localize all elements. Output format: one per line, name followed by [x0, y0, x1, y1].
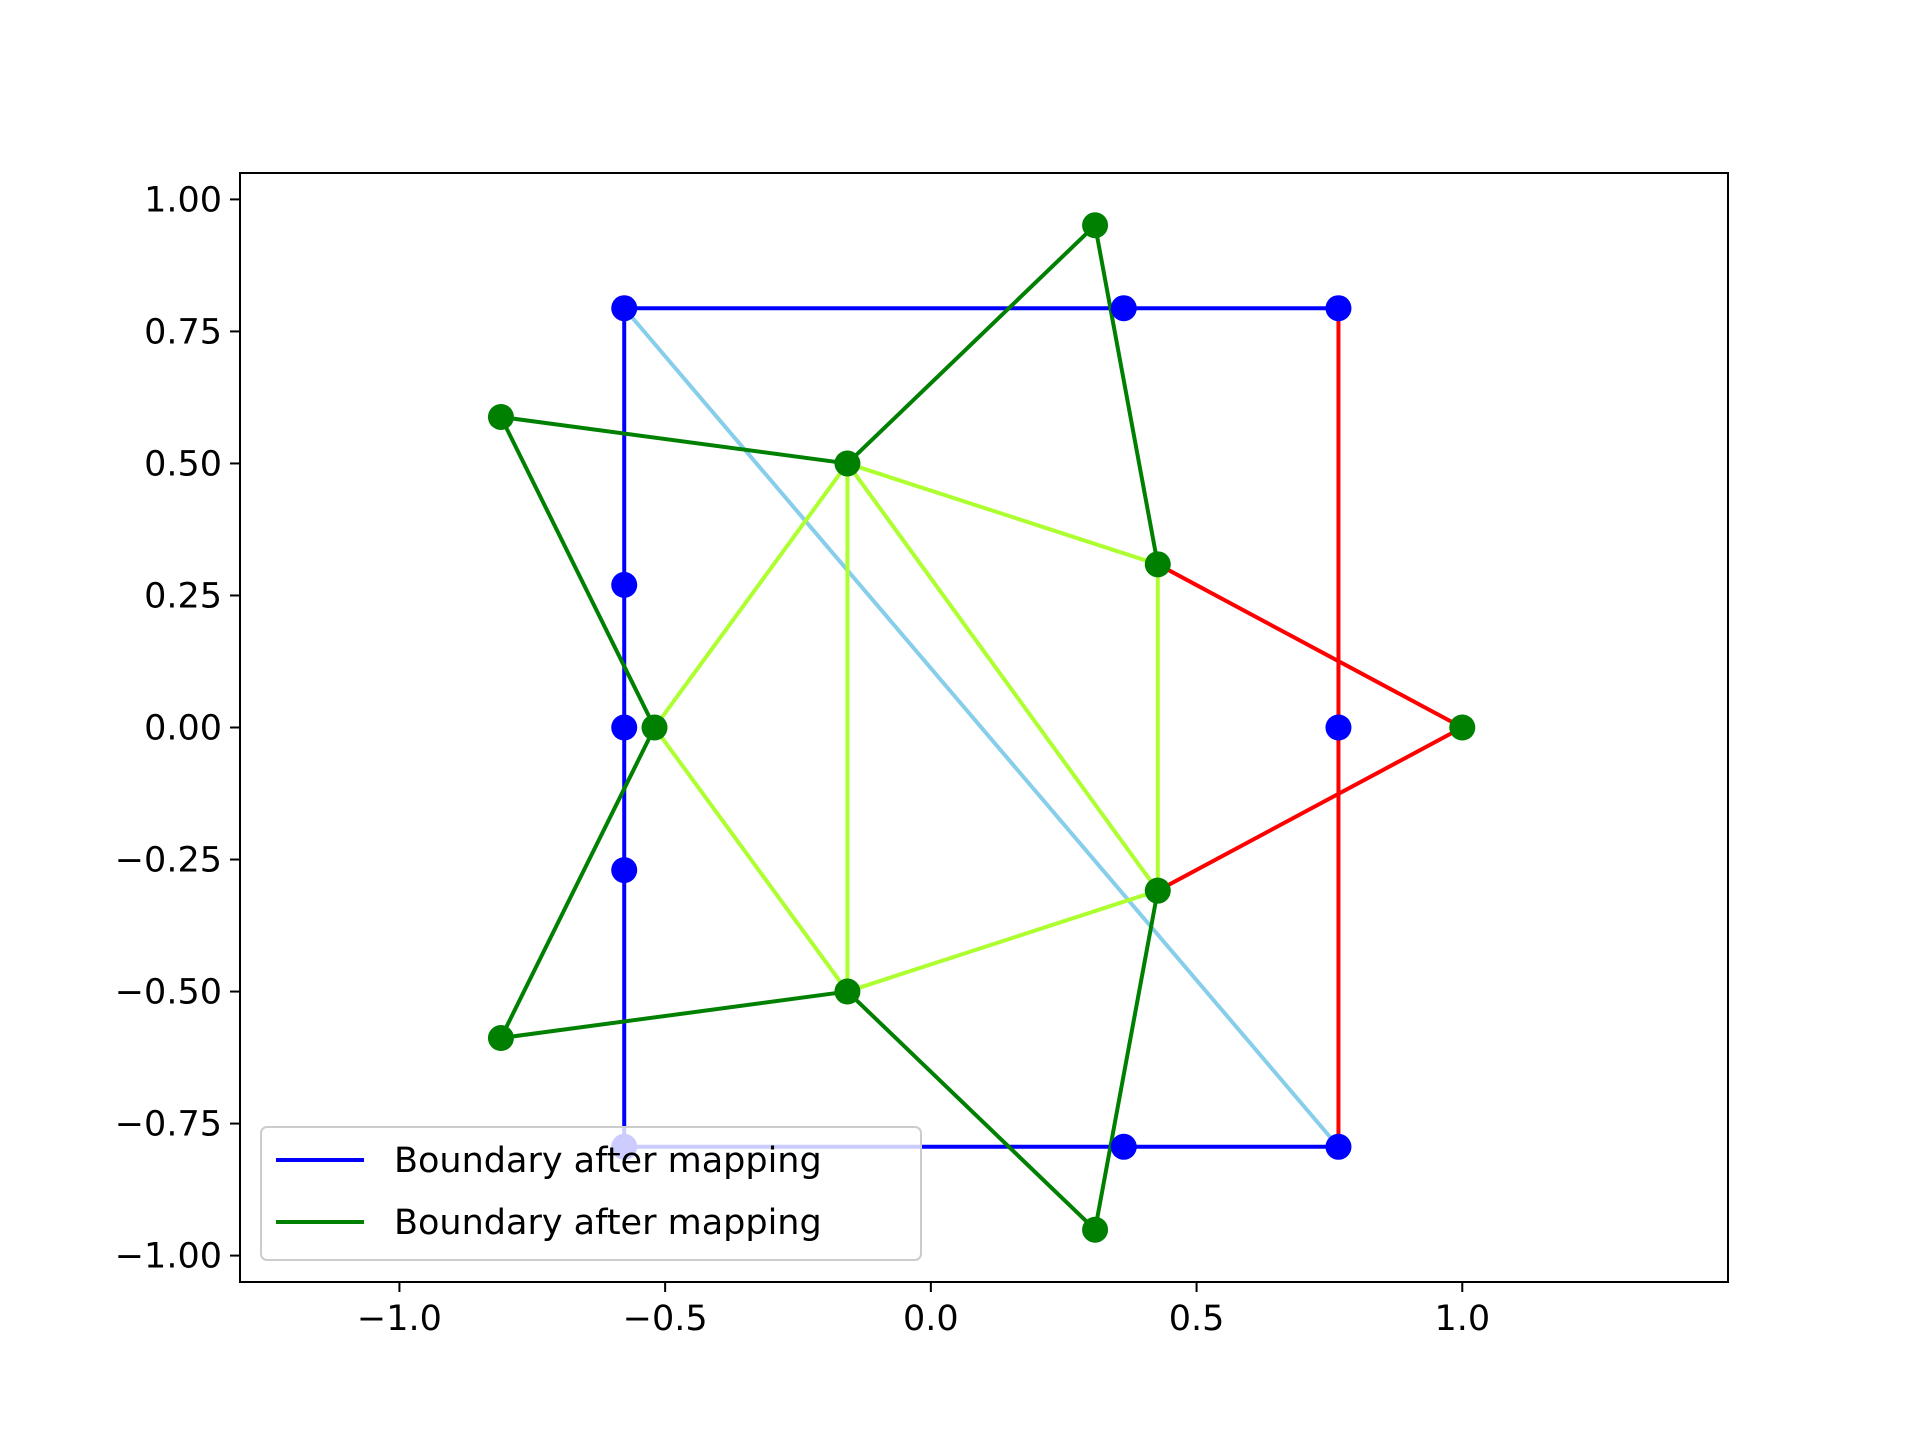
x-tick-label: 1.0 — [1434, 1299, 1490, 1339]
x-tick-label: −1.0 — [357, 1299, 442, 1339]
legend: Boundary after mapping Boundary after ma… — [260, 1126, 922, 1261]
y-tick-label: 0.00 — [144, 709, 222, 749]
y-tick-label: −0.25 — [115, 841, 222, 881]
y-tick-label: −1.00 — [115, 1237, 222, 1277]
data-point-9-0 — [611, 295, 638, 322]
y-axis: 1.00 0.75 0.50 0.25 0.00 −0.25 −0.50 −0.75 −1.00 — [115, 180, 240, 1277]
data-point-10-8 — [487, 1025, 514, 1052]
x-tick-label: 0.0 — [903, 1299, 959, 1339]
data-point-9-6 — [611, 857, 638, 884]
data-point-9-9 — [1325, 1133, 1352, 1160]
data-point-10-3 — [1144, 551, 1171, 578]
data-point-9-5 — [1325, 714, 1352, 741]
y-tick-label: 0.50 — [144, 444, 222, 484]
data-point-9-2 — [1325, 295, 1352, 322]
data-point-9-3 — [611, 571, 638, 598]
data-point-10-6 — [1144, 877, 1171, 904]
y-tick-label: 0.75 — [144, 312, 222, 352]
legend-box — [260, 1126, 922, 1261]
y-tick-label: −0.50 — [115, 973, 222, 1013]
data-point-10-7 — [834, 978, 861, 1005]
x-tick-label: −0.5 — [623, 1299, 708, 1339]
data-point-9-1 — [1110, 295, 1137, 322]
data-point-10-0 — [1082, 212, 1109, 239]
x-axis: −1.0 −0.5 0.0 0.5 1.0 — [357, 1282, 1490, 1339]
y-tick-label: −0.75 — [115, 1105, 222, 1145]
legend-label-blue: Boundary after mapping — [394, 1141, 822, 1181]
data-point-10-4 — [641, 714, 668, 741]
y-tick-label: 0.25 — [144, 576, 222, 616]
series-line-6 — [845, 462, 1160, 892]
data-point-10-1 — [487, 403, 514, 430]
data-point-9-8 — [1110, 1133, 1137, 1160]
legend-label-green: Boundary after mapping — [394, 1203, 822, 1243]
data-point-9-4 — [611, 714, 638, 741]
y-tick-label: 1.00 — [144, 180, 222, 220]
data-point-10-5 — [1449, 714, 1476, 741]
data-point-10-9 — [1082, 1216, 1109, 1243]
data-point-10-2 — [834, 450, 861, 477]
x-tick-label: 0.5 — [1169, 1299, 1225, 1339]
